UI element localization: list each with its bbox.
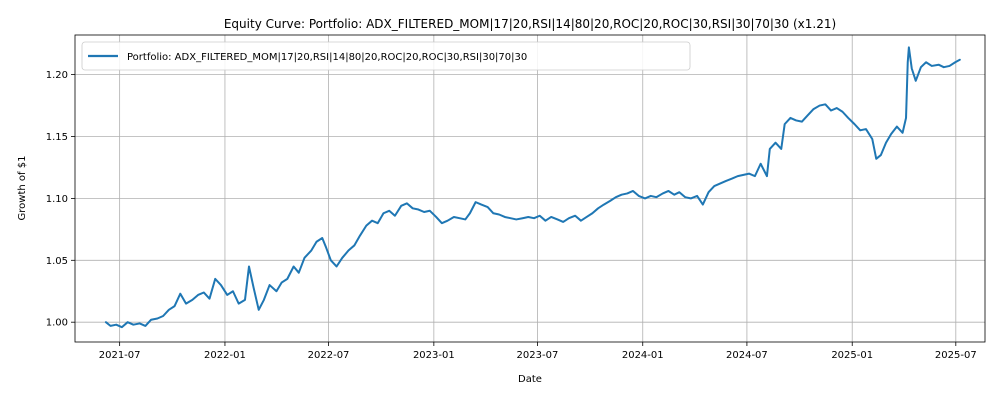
x-tick-label: 2023-01 [413,350,455,361]
y-tick-label: 1.10 [46,194,68,205]
x-tick-label: 2023-07 [517,350,559,361]
legend: Portfolio: ADX_FILTERED_MOM|17|20,RSI|14… [81,41,691,71]
y-tick-label: 1.15 [46,132,68,143]
plot-area-frame [74,34,986,343]
x-tick-label: 2025-01 [831,350,873,361]
y-tick-label: 1.20 [46,70,68,81]
series-line [104,46,961,329]
legend-box [81,41,691,71]
x-tick-label: 2024-01 [622,350,664,361]
x-tick-label: 2024-07 [726,350,768,361]
y-axis-ticks: 1.00 1.05 1.10 1.15 1.20 [46,70,75,329]
grid [75,35,985,342]
y-tick-label: 1.05 [46,256,68,267]
y-tick-label: 1.00 [46,318,68,329]
y-axis-label: Growth of $1 [17,156,28,221]
x-tick-label: 2021-07 [99,350,141,361]
x-tick-label: 2025-07 [935,350,977,361]
chart-title: Equity Curve: Portfolio: ADX_FILTERED_MO… [224,17,836,31]
series-layer [104,46,961,329]
legend-label: Portfolio: ADX_FILTERED_MOM|17|20,RSI|14… [127,52,527,63]
x-tick-label: 2022-01 [204,350,246,361]
x-tick-label: 2022-07 [308,350,350,361]
x-axis-label: Date [518,374,542,385]
x-axis-ticks: 2021-07 2022-01 2022-07 2023-01 2023-07 2024-… [99,342,977,361]
